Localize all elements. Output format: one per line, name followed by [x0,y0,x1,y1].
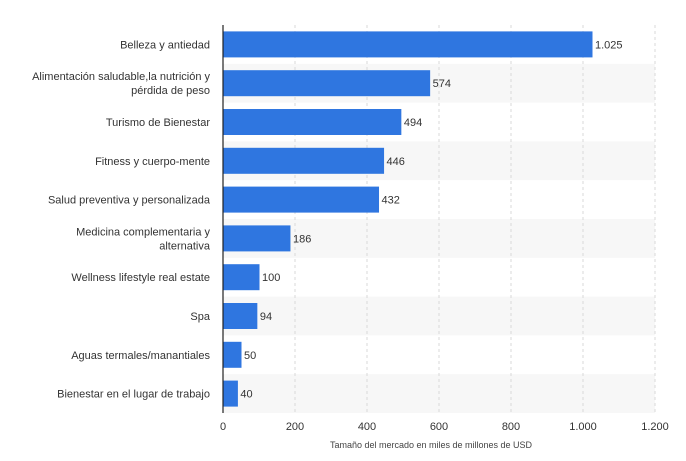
category-label: Fitness y cuerpo-mente [95,156,210,168]
bar [223,264,260,291]
x-tick-label: 0 [220,421,226,433]
category-label: Wellness lifestyle real estate [71,272,210,284]
x-tick-label: 200 [286,421,304,433]
x-tick-label: 800 [502,421,520,433]
bar [223,380,238,407]
gridlines [294,25,656,413]
bar [223,70,431,97]
bar [223,147,385,174]
x-axis-title: Tamaño del mercado en miles de millones … [330,440,533,450]
data-label: 40 [240,389,252,401]
data-label: 100 [262,272,280,284]
bars [223,31,593,407]
data-label: 50 [244,350,256,362]
data-label: 94 [260,311,272,323]
category-label: pérdida de peso [131,85,210,97]
bar [223,303,258,329]
category-label: Salud preventiva y personalizada [48,195,211,207]
x-tick-label: 400 [358,421,376,433]
data-label: 186 [293,233,311,245]
bar [223,225,291,252]
category-label: Medicina complementaria y [76,226,210,238]
bar [223,341,242,368]
labels: 0 200 400 600 800 1.000 1.200 1.025 Belleza y an… [32,39,669,433]
data-label: 1.025 [595,39,623,51]
bar [223,186,380,213]
category-label: alternativa [159,240,211,252]
category-label: Aguas termales/manantiales [71,350,210,362]
bar [223,31,593,58]
data-label: 446 [387,156,405,168]
bar [223,109,402,135]
data-label: 574 [433,78,451,90]
x-tick-label: 600 [430,421,448,433]
category-label: Turismo de Bienestar [106,117,210,129]
data-label: 432 [382,195,400,207]
category-label: Alimentación saludable,la nutrición y [32,71,210,83]
x-tick-label: 1.200 [641,421,669,433]
x-tick-label: 1.000 [569,421,597,433]
category-label: Bienestar en el lugar de trabajo [57,389,210,401]
data-label: 494 [404,117,422,129]
category-label: Belleza y antiedad [120,39,210,51]
category-label: Spa [190,311,210,323]
